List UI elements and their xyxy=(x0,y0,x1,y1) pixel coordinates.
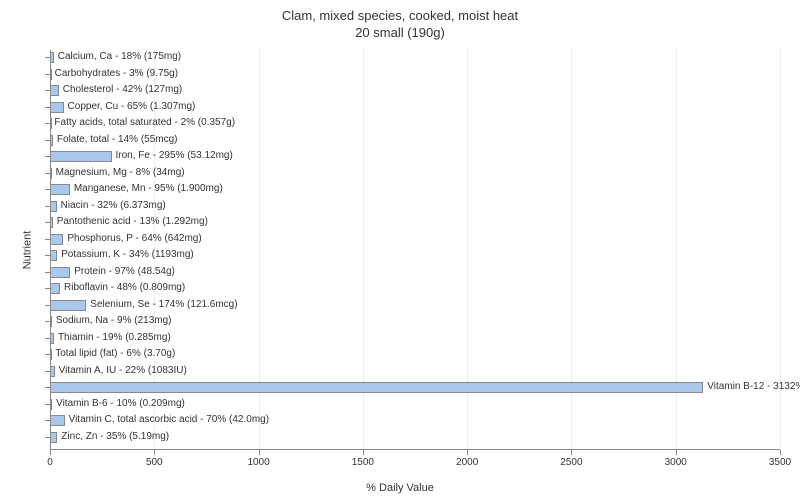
bar-label: Pantothenic acid - 13% (1.292mg) xyxy=(57,216,208,227)
x-tick xyxy=(50,450,51,455)
bar-row: Phosphorus, P - 64% (642mg) xyxy=(50,232,780,249)
bar-label: Thiamin - 19% (0.285mg) xyxy=(58,332,171,343)
x-tick-label: 2500 xyxy=(560,457,582,468)
y-axis-label: Nutrient xyxy=(21,231,33,270)
bar-label: Manganese, Mn - 95% (1.900mg) xyxy=(74,183,223,194)
bar-row: Magnesium, Mg - 8% (34mg) xyxy=(50,166,780,183)
title-line-1: Clam, mixed species, cooked, moist heat xyxy=(0,8,800,25)
bar-row: Zinc, Zn - 35% (5.19mg) xyxy=(50,430,780,447)
bar-row: Potassium, K - 34% (1193mg) xyxy=(50,248,780,265)
x-tick xyxy=(676,450,677,455)
bar-row: Vitamin C, total ascorbic acid - 70% (42… xyxy=(50,413,780,430)
x-tick-label: 3000 xyxy=(665,457,687,468)
x-tick xyxy=(363,450,364,455)
bar-label: Zinc, Zn - 35% (5.19mg) xyxy=(61,431,169,442)
bar-label: Iron, Fe - 295% (53.12mg) xyxy=(116,150,233,161)
bar xyxy=(50,184,70,195)
bar-row: Sodium, Na - 9% (213mg) xyxy=(50,314,780,331)
x-tick xyxy=(259,450,260,455)
bar-row: Vitamin B-12 - 3132% (187.89mcg) xyxy=(50,380,780,397)
bar-label: Cholesterol - 42% (127mg) xyxy=(63,84,183,95)
bar xyxy=(50,432,57,443)
bar-row: Calcium, Ca - 18% (175mg) xyxy=(50,50,780,67)
bar-row: Carbohydrates - 3% (9.75g) xyxy=(50,67,780,84)
bars-container: Calcium, Ca - 18% (175mg) Carbohydrates -… xyxy=(50,50,780,450)
bar-label: Riboflavin - 48% (0.809mg) xyxy=(64,282,185,293)
bar xyxy=(50,234,63,245)
bar-label: Protein - 97% (48.54g) xyxy=(74,266,175,277)
bar-label: Magnesium, Mg - 8% (34mg) xyxy=(56,167,185,178)
bar-label: Selenium, Se - 174% (121.6mcg) xyxy=(90,299,237,310)
x-axis-line xyxy=(50,449,780,450)
bar-label: Vitamin B-12 - 3132% (187.89mcg) xyxy=(707,381,800,392)
bar-label: Copper, Cu - 65% (1.307mg) xyxy=(68,101,196,112)
plot-area: Calcium, Ca - 18% (175mg) Carbohydrates -… xyxy=(50,50,780,450)
bar xyxy=(50,415,65,426)
bar-row: Folate, total - 14% (55mcg) xyxy=(50,133,780,150)
bar xyxy=(50,250,57,261)
bar-label: Carbohydrates - 3% (9.75g) xyxy=(55,68,178,79)
bar xyxy=(50,382,703,393)
x-axis-label: % Daily Value xyxy=(366,482,434,494)
bar-label: Fatty acids, total saturated - 2% (0.357… xyxy=(54,117,235,128)
bar-label: Vitamin A, IU - 22% (1083IU) xyxy=(59,365,187,376)
bar-label: Potassium, K - 34% (1193mg) xyxy=(61,249,194,260)
bar xyxy=(50,151,112,162)
bar-label: Phosphorus, P - 64% (642mg) xyxy=(67,233,201,244)
bar-label: Folate, total - 14% (55mcg) xyxy=(57,134,178,145)
bar-label: Niacin - 32% (6.373mg) xyxy=(61,200,166,211)
x-tick xyxy=(154,450,155,455)
bar-row: Thiamin - 19% (0.285mg) xyxy=(50,331,780,348)
bar-label: Vitamin C, total ascorbic acid - 70% (42… xyxy=(69,414,269,425)
bar xyxy=(50,201,57,212)
x-tick-label: 1500 xyxy=(352,457,374,468)
title-line-2: 20 small (190g) xyxy=(0,25,800,42)
chart-title: Clam, mixed species, cooked, moist heat … xyxy=(0,0,800,42)
bar-label: Vitamin B-6 - 10% (0.209mg) xyxy=(56,398,185,409)
bar-row: Niacin - 32% (6.373mg) xyxy=(50,199,780,216)
x-tick-label: 500 xyxy=(146,457,163,468)
x-tick xyxy=(467,450,468,455)
nutrient-chart: Clam, mixed species, cooked, moist heat … xyxy=(0,0,800,500)
bar xyxy=(50,283,60,294)
bar-label: Sodium, Na - 9% (213mg) xyxy=(56,315,172,326)
x-tick-label: 2000 xyxy=(456,457,478,468)
bar-row: Vitamin B-6 - 10% (0.209mg) xyxy=(50,397,780,414)
bar xyxy=(50,300,86,311)
x-tick-label: 1000 xyxy=(247,457,269,468)
bar-row: Cholesterol - 42% (127mg) xyxy=(50,83,780,100)
bar-label: Total lipid (fat) - 6% (3.70g) xyxy=(55,348,175,359)
bar-row: Total lipid (fat) - 6% (3.70g) xyxy=(50,347,780,364)
x-tick-label: 0 xyxy=(47,457,53,468)
bar-label: Calcium, Ca - 18% (175mg) xyxy=(58,51,181,62)
bar-row: Manganese, Mn - 95% (1.900mg) xyxy=(50,182,780,199)
bar-row: Copper, Cu - 65% (1.307mg) xyxy=(50,100,780,117)
x-tick xyxy=(571,450,572,455)
bar-row: Vitamin A, IU - 22% (1083IU) xyxy=(50,364,780,381)
bar-row: Selenium, Se - 174% (121.6mcg) xyxy=(50,298,780,315)
x-tick xyxy=(780,450,781,455)
bar-row: Riboflavin - 48% (0.809mg) xyxy=(50,281,780,298)
bar-row: Fatty acids, total saturated - 2% (0.357… xyxy=(50,116,780,133)
bar-row: Pantothenic acid - 13% (1.292mg) xyxy=(50,215,780,232)
bar xyxy=(50,85,59,96)
x-tick-label: 3500 xyxy=(769,457,791,468)
y-axis-line xyxy=(50,50,51,450)
bar-row: Protein - 97% (48.54g) xyxy=(50,265,780,282)
bar-row: Iron, Fe - 295% (53.12mg) xyxy=(50,149,780,166)
bar xyxy=(50,267,70,278)
bar xyxy=(50,102,64,113)
